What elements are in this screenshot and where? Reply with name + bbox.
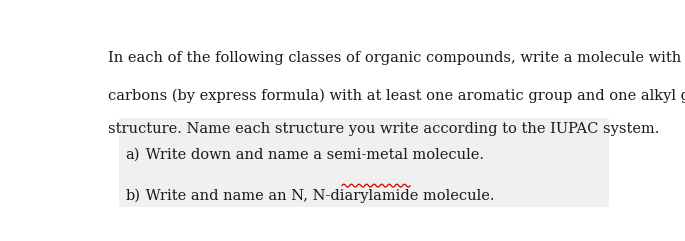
Text: Write and name an N, N-: Write and name an N, N-: [141, 188, 331, 202]
Text: Write down and name a semi-metal molecule.: Write down and name a semi-metal molecul…: [141, 148, 484, 162]
Text: Write and name an N, N-diarylamide molecule.: Write and name an N, N-diarylamide molec…: [141, 188, 495, 202]
Text: structure. Name each structure you write according to the IUPAC system.: structure. Name each structure you write…: [108, 122, 659, 136]
Text: diarylamide: diarylamide: [141, 188, 229, 202]
Text: a): a): [125, 148, 140, 162]
Text: b): b): [125, 188, 140, 202]
Bar: [119, 118, 608, 207]
Text: In each of the following classes of organic compounds, write a molecule with a t: In each of the following classes of orga…: [108, 51, 685, 65]
Text: carbons (by express formula) with at least one aromatic group and one alkyl grou: carbons (by express formula) with at lea…: [108, 88, 685, 103]
